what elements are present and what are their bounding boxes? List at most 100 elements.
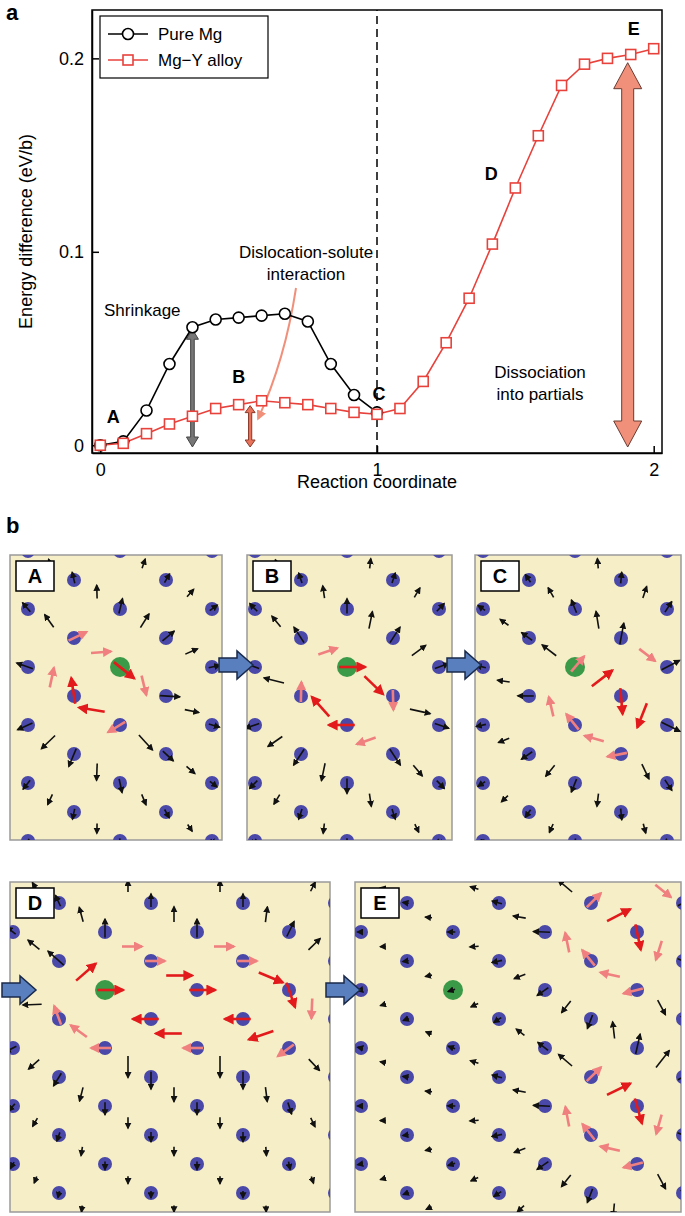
displacement-arrow	[587, 1189, 592, 1203]
y-axis: 00.10.2	[59, 11, 99, 456]
displacement-arrow	[79, 907, 83, 921]
displacement-arrow	[380, 946, 385, 948]
displacement-arrow	[114, 662, 134, 678]
atom	[98, 1157, 112, 1171]
displacement-arrow	[665, 780, 672, 791]
annotation-text: Dislocation-solute	[239, 243, 373, 262]
displacement-arrow	[11, 1162, 14, 1168]
atom	[10, 925, 20, 939]
displacement-arrow	[286, 983, 295, 1008]
data-point	[95, 440, 105, 450]
y-tick-label: 0.1	[59, 242, 84, 262]
frame: A	[10, 544, 242, 861]
displacement-arrow	[587, 893, 601, 907]
displacement-arrow	[403, 1076, 409, 1078]
displacement-arrow	[492, 1134, 502, 1136]
displacement-arrow	[518, 695, 534, 697]
displacement-arrow	[403, 1134, 409, 1136]
legend-box	[100, 16, 268, 78]
atom	[282, 1157, 296, 1171]
displacement-arrow	[494, 1192, 501, 1197]
displacement-arrow	[513, 916, 525, 918]
displacement-arrow	[390, 627, 400, 643]
data-point	[211, 404, 221, 414]
data-point	[349, 389, 360, 400]
displacement-arrow	[29, 1060, 40, 1069]
atom	[248, 776, 262, 790]
displacement-arrow	[264, 678, 284, 683]
displacement-arrow	[127, 1117, 129, 1128]
displacement-arrow	[538, 1042, 548, 1050]
displacement-arrow	[656, 1115, 661, 1134]
displacement-arrow	[140, 614, 149, 628]
displacement-arrow	[613, 1204, 614, 1212]
displacement-arrow	[678, 897, 681, 906]
displacement-arrow	[642, 764, 649, 779]
displacement-arrow	[358, 1047, 363, 1048]
displacement-arrow	[562, 1001, 571, 1013]
displacement-arrow	[448, 989, 455, 991]
displacement-arrow	[211, 839, 215, 840]
data-point	[280, 398, 290, 408]
flow-arrow	[326, 976, 360, 1004]
displacement-arrow	[369, 612, 372, 629]
frame-label-box	[481, 561, 519, 591]
displacement-arrow	[357, 738, 376, 745]
displacement-arrow	[321, 763, 325, 780]
legend-label: Mg−Y alloy	[158, 51, 243, 70]
displacement-arrow	[274, 795, 280, 804]
series-line	[100, 314, 377, 446]
displacement-arrow	[681, 1016, 682, 1026]
y-tick: 0.1	[59, 242, 99, 262]
atom	[522, 631, 536, 645]
displacement-arrow	[597, 559, 599, 569]
displacement-arrow	[448, 931, 456, 933]
data-point	[95, 440, 106, 451]
atom	[538, 1157, 552, 1171]
displacement-arrow	[299, 809, 302, 819]
atom	[21, 776, 35, 790]
frame-label: A	[28, 565, 42, 587]
displacement-arrow	[173, 1147, 175, 1156]
atom	[159, 805, 173, 819]
displacement-arrow	[145, 960, 165, 963]
displacement-arrow	[426, 1207, 431, 1210]
flow-arrow	[2, 976, 36, 1004]
frame-label-box	[361, 888, 399, 918]
displacement-arrow	[162, 631, 174, 641]
atom	[10, 1041, 20, 1055]
data-point	[487, 239, 497, 249]
data-point	[257, 396, 267, 406]
displacement-arrow	[346, 778, 348, 793]
frame-content	[247, 555, 452, 840]
displacement-arrow	[209, 665, 220, 667]
displacement-arrow	[250, 604, 257, 612]
atom	[476, 834, 490, 840]
displacement-arrow	[242, 894, 244, 907]
displacement-arrow	[318, 648, 337, 654]
displacement-arrow	[150, 1191, 152, 1198]
displacement-arrow	[185, 649, 197, 654]
panel-label: b	[6, 513, 19, 538]
data-point	[234, 400, 244, 410]
displacement-arrow	[163, 751, 173, 761]
data-point	[372, 409, 382, 419]
displacement-arrow	[247, 724, 259, 729]
displacement-arrow	[600, 972, 620, 976]
displacement-arrow	[265, 1206, 267, 1212]
atom	[67, 573, 81, 587]
atom	[159, 573, 173, 587]
displacement-arrow	[127, 882, 129, 892]
displacement-arrow	[71, 678, 75, 704]
displacement-arrow	[392, 809, 395, 819]
atom	[190, 1157, 204, 1171]
displacement-arrow	[142, 559, 145, 568]
displacement-arrow	[571, 600, 576, 613]
displacement-arrow	[122, 945, 142, 948]
frame-background	[355, 882, 681, 1212]
atom	[476, 602, 490, 616]
displacement-arrow	[403, 1018, 408, 1020]
atom	[355, 1041, 368, 1055]
displacement-arrow	[33, 1118, 38, 1126]
displacement-arrow	[437, 781, 445, 789]
